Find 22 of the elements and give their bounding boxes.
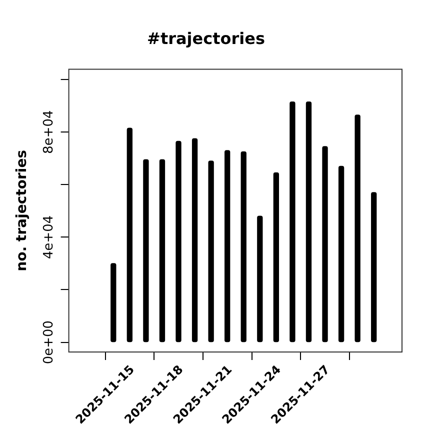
bar — [273, 172, 280, 342]
bar — [208, 160, 214, 342]
bar — [192, 138, 198, 342]
bar — [240, 151, 246, 342]
bar — [257, 216, 263, 342]
y-tick-label: 4e+04 — [42, 215, 57, 260]
bar — [159, 159, 166, 342]
y-axis-title: no. trajectories — [14, 150, 30, 272]
bar — [354, 114, 360, 342]
bar — [322, 146, 328, 342]
bar — [371, 192, 377, 342]
bar — [306, 101, 312, 342]
bar — [110, 263, 116, 342]
bar — [224, 150, 230, 342]
chart-title: #trajectories — [147, 28, 265, 48]
y-tick-label: 0e+00 — [42, 320, 57, 364]
bar — [126, 128, 133, 342]
bar — [338, 166, 344, 342]
bar — [143, 159, 149, 342]
y-tick-label: 8e+04 — [42, 110, 57, 154]
bar — [176, 140, 182, 342]
bar — [290, 101, 296, 342]
